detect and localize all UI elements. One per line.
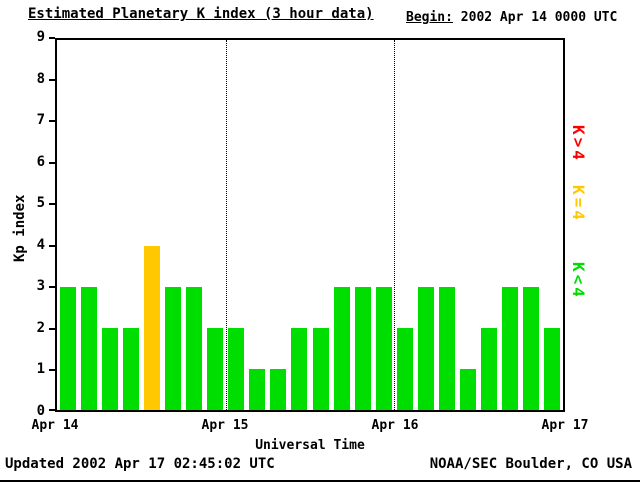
legend-k-above-4: K>4 xyxy=(569,125,588,163)
kp-bar xyxy=(228,327,245,410)
kp-bar xyxy=(354,286,371,410)
kp-bar xyxy=(481,327,498,410)
kp-bar xyxy=(544,327,561,410)
y-tick-mark xyxy=(49,120,55,123)
y-tick-label: 6 xyxy=(36,153,45,170)
kp-bar xyxy=(59,286,76,410)
updated-timestamp: Updated 2002 Apr 17 02:45:02 UTC xyxy=(5,456,275,472)
chart-title: Estimated Planetary K index (3 hour data… xyxy=(28,6,374,22)
kp-bar xyxy=(164,286,181,410)
legend-k-below-4: K<4 xyxy=(569,262,588,300)
kp-bar xyxy=(312,327,329,410)
y-tick-mark xyxy=(49,78,55,81)
plot-area xyxy=(55,38,565,412)
y-tick-label: 3 xyxy=(36,278,45,295)
legend-k-equal-4: K=4 xyxy=(569,185,588,223)
kp-bar xyxy=(523,286,540,410)
kp-bar xyxy=(291,327,308,410)
y-tick-mark xyxy=(49,327,55,330)
kp-bar xyxy=(502,286,519,410)
begin-value: 2002 Apr 14 0000 UTC xyxy=(460,10,618,25)
x-tick-label: Apr 15 xyxy=(201,418,249,433)
y-tick-label: 2 xyxy=(36,319,45,336)
kp-bar xyxy=(460,368,477,410)
y-tick-label: 0 xyxy=(36,403,45,419)
y-tick-mark xyxy=(49,203,55,206)
y-tick-label: 4 xyxy=(36,236,45,253)
kp-bar xyxy=(122,327,139,410)
y-tick-label: 5 xyxy=(36,195,45,212)
kp-bar xyxy=(249,368,266,410)
kp-bar xyxy=(143,245,160,410)
y-tick-mark xyxy=(49,286,55,289)
kp-bar xyxy=(207,327,224,410)
y-tick-mark xyxy=(49,244,55,247)
y-tick-mark xyxy=(49,369,55,372)
kp-bar xyxy=(396,327,413,410)
y-tick-label: 8 xyxy=(36,70,45,87)
day-gridline xyxy=(394,40,396,410)
kp-bar xyxy=(333,286,350,410)
kp-bar xyxy=(375,286,392,410)
y-tick-label: 7 xyxy=(36,112,45,129)
kp-bar xyxy=(186,286,203,410)
x-tick-label: Apr 17 xyxy=(541,418,589,433)
day-gridline xyxy=(225,40,227,410)
kp-bar xyxy=(417,286,434,410)
kp-bar xyxy=(80,286,97,410)
y-tick-label: 1 xyxy=(36,361,45,378)
y-tick-label: 9 xyxy=(36,29,45,45)
x-tick-label: Apr 16 xyxy=(371,418,419,433)
begin-label: Begin: xyxy=(406,10,453,25)
y-tick-mark xyxy=(49,161,55,164)
credit-text: NOAA/SEC Boulder, CO USA xyxy=(429,456,632,472)
begin-timestamp: Begin: 2002 Apr 14 0000 UTC xyxy=(406,10,617,25)
kp-bar xyxy=(101,327,118,410)
x-tick-label: Apr 14 xyxy=(31,418,79,433)
kp-bar xyxy=(439,286,456,410)
x-axis-title: Universal Time xyxy=(255,438,365,453)
kp-bar xyxy=(270,368,287,410)
y-tick-mark xyxy=(49,37,55,39)
y-tick-mark xyxy=(49,409,55,411)
